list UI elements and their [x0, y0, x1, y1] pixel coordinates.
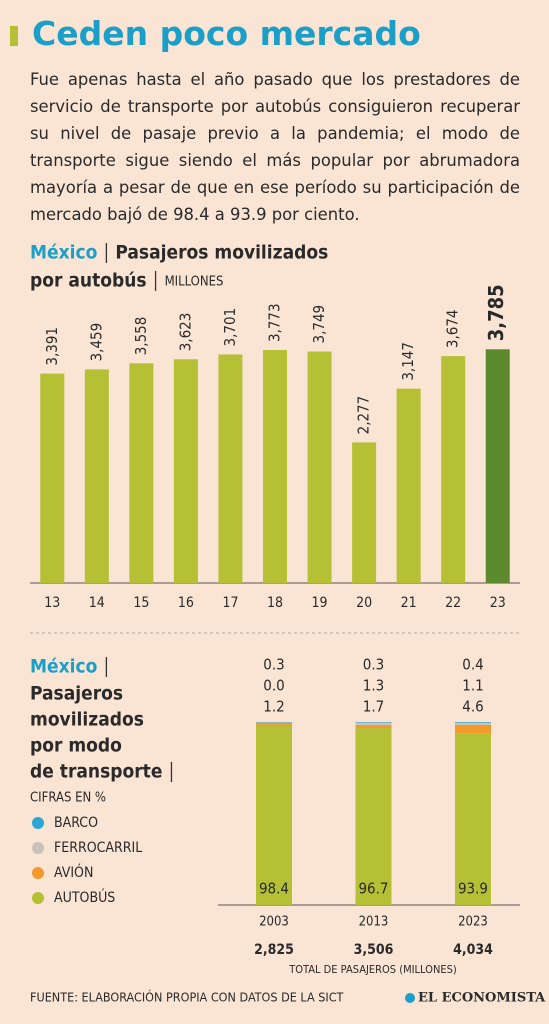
legend-marker [32, 817, 44, 829]
bar-segment [256, 722, 292, 725]
chart-title: por modo [30, 735, 122, 757]
value-label: 0.4 [462, 656, 483, 674]
bar [396, 388, 421, 583]
legend-label: FERROCARRIL [54, 840, 142, 856]
value-label: 0.0 [263, 677, 284, 695]
value-label: 3,674 [444, 310, 462, 349]
title: Ceden poco mercado [32, 14, 421, 53]
legend-label: AUTOBÚS [54, 888, 115, 906]
total-value: 4,034 [453, 942, 493, 958]
bar [84, 369, 109, 583]
bar-segment [455, 722, 491, 725]
value-label: 3,391 [43, 327, 61, 366]
title-accent [10, 26, 18, 46]
legend-label: BARCO [54, 815, 98, 831]
value-label: 3,773 [266, 303, 284, 342]
value-label: 93.9 [458, 880, 488, 898]
bar-segment [355, 722, 392, 725]
value-label: 3,785 [484, 284, 508, 341]
legend-marker [32, 892, 44, 904]
value-label: 1.1 [462, 677, 483, 695]
chart-title: Pasajeros [30, 683, 123, 705]
chart-location: México [30, 242, 98, 264]
x-tick-label: 22 [445, 595, 461, 611]
chart-title: movilizados [30, 709, 144, 731]
value-label: 98.4 [259, 880, 289, 898]
bar-segment [455, 724, 491, 734]
chart-title: de transporte [30, 761, 162, 783]
chart-location: México [30, 656, 98, 678]
x-tick-label: 16 [178, 595, 194, 611]
legend-marker [32, 842, 44, 854]
value-label: 3,623 [176, 313, 194, 352]
bar-segment [355, 724, 392, 729]
bar-segment [256, 724, 292, 905]
x-tick-label: 2003 [259, 915, 289, 930]
bar [485, 349, 510, 583]
value-label: 3,147 [399, 342, 417, 381]
value-label: 2,277 [355, 396, 373, 435]
total-value: 3,506 [354, 942, 394, 958]
legend-label: AVIÓN [54, 863, 93, 881]
x-tick-label: 15 [133, 595, 149, 611]
bar [40, 373, 65, 583]
total-value: 2,825 [254, 942, 294, 958]
x-tick-label: 17 [222, 595, 238, 611]
bar [218, 354, 243, 583]
bar [352, 442, 377, 583]
bar-segment [256, 722, 292, 723]
bar-segment [355, 728, 392, 905]
bar [307, 351, 332, 583]
value-label: 3,749 [310, 305, 328, 344]
chart-unit: MILLONES [165, 275, 224, 290]
value-label: 3,459 [87, 323, 105, 362]
value-label: 96.7 [358, 880, 388, 898]
logo: EL ECONOMISTA [418, 991, 546, 1006]
value-label: 1.3 [363, 677, 384, 695]
x-tick-label: 18 [267, 595, 283, 611]
value-label: 0.3 [263, 656, 284, 674]
x-tick-label: 2013 [359, 915, 389, 930]
x-tick-label: 14 [89, 595, 105, 611]
bar [129, 363, 154, 583]
totals-label: TOTAL DE PASAJEROS (MILLONES) [288, 963, 457, 976]
source: FUENTE: ELABORACIÓN PROPIA CON DATOS DE … [30, 990, 344, 1005]
value-label: 0.3 [363, 656, 384, 674]
legend-marker [32, 867, 44, 879]
bar-segment [455, 722, 491, 723]
chart-title: Pasajeros movilizados [115, 242, 328, 264]
x-tick-label: 21 [401, 595, 417, 611]
value-label: 3,701 [221, 308, 239, 347]
bar [263, 350, 287, 583]
value-label: 1.7 [363, 698, 384, 716]
x-tick-label: 20 [356, 595, 372, 611]
value-label: 3,558 [132, 317, 150, 356]
x-tick-label: 13 [44, 595, 60, 611]
x-tick-label: 23 [490, 595, 506, 611]
logo-mark [405, 993, 415, 1003]
bar [173, 359, 198, 583]
bar [441, 356, 466, 583]
bar-segment [355, 722, 392, 723]
x-tick-label: 2023 [458, 915, 488, 930]
x-tick-label: 19 [312, 595, 328, 611]
bar-segment [455, 733, 491, 905]
chart-unit: CIFRAS EN % [30, 791, 106, 806]
intro-text: Fue apenas hasta el año pasado que los p… [30, 70, 520, 224]
chart-title: por autobús [30, 270, 147, 292]
value-label: 4.6 [462, 698, 483, 716]
value-label: 1.2 [263, 698, 284, 716]
